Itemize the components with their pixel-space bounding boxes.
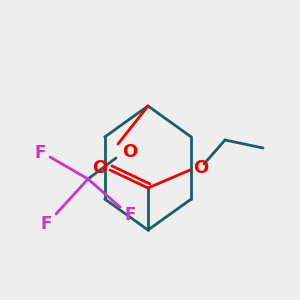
Text: F: F bbox=[40, 215, 52, 233]
Text: O: O bbox=[194, 159, 208, 177]
Text: F: F bbox=[34, 144, 46, 162]
Text: O: O bbox=[122, 143, 138, 161]
Text: O: O bbox=[92, 159, 108, 177]
Text: F: F bbox=[124, 206, 136, 224]
